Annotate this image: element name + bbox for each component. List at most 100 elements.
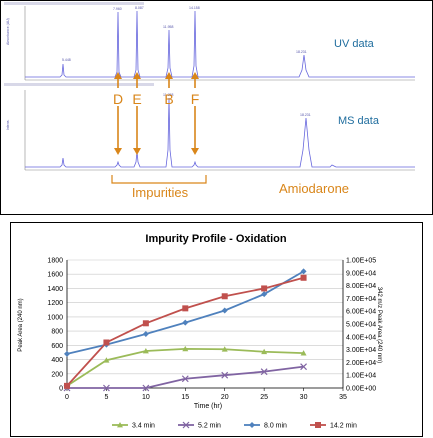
uv-trace	[25, 10, 415, 78]
data-point	[300, 363, 307, 371]
peak-letter-b: B	[164, 91, 173, 107]
y-right-tick-label: 5.00E+04	[346, 322, 376, 329]
y-right-tick-label: 4.00E+04	[346, 334, 376, 341]
axes: 0200400600800100012001400160018000.00E+0…	[47, 258, 376, 402]
ms-peak-label: 18.231	[300, 113, 311, 117]
ms-header-strip	[4, 83, 154, 86]
series-layer	[63, 268, 307, 392]
legend-item: 14.2 min	[310, 422, 357, 430]
impurities-bracket	[111, 175, 207, 184]
data-point	[221, 371, 229, 379]
y-right-tick-label: 7.00E+04	[346, 296, 376, 303]
y-left-tick-label: 0	[59, 386, 63, 393]
y-right-tick-label: 6.00E+04	[346, 309, 376, 316]
series-5-2-min	[63, 363, 307, 392]
data-point	[300, 274, 307, 281]
legend: 3.4 min 5.2 min 8.0 min 14.2 min	[112, 421, 357, 430]
uv-header-strip	[4, 2, 144, 5]
arrowhead-d	[114, 72, 122, 79]
y-right-tick-label: 0.00E+00	[346, 386, 376, 393]
legend-marker	[315, 422, 321, 428]
peak-letter-d: D	[113, 91, 123, 107]
data-point	[261, 348, 268, 355]
uv-data-label: UV data	[334, 38, 375, 50]
data-point	[103, 357, 110, 363]
arrowhead-f	[191, 72, 199, 79]
peak-letter-e: E	[132, 91, 141, 107]
impurity-profile-chart: Impurity Profile - Oxidation 02004006008…	[10, 222, 423, 437]
data-point	[221, 307, 228, 314]
data-point	[221, 293, 228, 300]
data-point	[182, 305, 189, 312]
uv-y-label: Absorbance (AU)	[6, 18, 10, 45]
arrowhead-b	[165, 72, 173, 79]
chart-border	[10, 222, 423, 437]
impurities-label: Impurities	[132, 185, 189, 200]
legend-marker	[182, 421, 190, 429]
data-point	[221, 346, 228, 352]
y-left-tick-label: 1200	[47, 300, 63, 307]
peak-annotations	[114, 72, 199, 155]
data-point	[64, 350, 70, 357]
ms-trace	[25, 97, 415, 168]
y-left-tick-label: 400	[51, 357, 63, 364]
ms-peak-label: 11.958	[163, 93, 173, 97]
data-point	[103, 384, 110, 392]
legend-label: 14.2 min	[330, 423, 357, 430]
peak-letter-f: F	[191, 91, 200, 107]
data-point	[142, 384, 150, 392]
amiodarone-label: Amiodarone	[279, 181, 349, 196]
legend-label: 3.4 min	[132, 423, 155, 430]
y-left-tick-label: 1400	[47, 286, 63, 293]
y-right-tick-label: 1.00E+05	[346, 258, 376, 265]
x-tick-label: 0	[65, 394, 69, 401]
chromatogram-figure: Absorbance (AU) 5.448 7.960 8.087 11.958…	[0, 0, 433, 215]
y-left-tick-label: 1000	[47, 314, 63, 321]
uv-peak-label: 14.158	[189, 6, 200, 10]
ms-data-label: MS data	[338, 115, 380, 127]
legend-marker	[249, 422, 255, 428]
y-left-tick-label: 1800	[47, 258, 63, 265]
uv-peak-label: 5.448	[62, 58, 71, 62]
data-point	[64, 382, 70, 389]
uv-peak-label: 11.958	[163, 25, 173, 29]
arrowhead-f-down	[191, 148, 199, 155]
x-tick-label: 20	[221, 394, 229, 401]
x-tick-label: 35	[339, 394, 347, 401]
y-right-tick-label: 1.00E+04	[346, 373, 376, 380]
series-14-2-min	[64, 274, 307, 389]
x-tick-label: 5	[104, 394, 108, 401]
figure-border	[0, 0, 433, 215]
data-point	[142, 330, 149, 337]
y-right-tick-label: 8.00E+04	[346, 283, 376, 290]
x-axis-label: Time (hr)	[194, 403, 222, 410]
data-point	[182, 319, 189, 326]
uv-peak-label: 8.087	[135, 6, 144, 10]
y-right-tick-label: 2.00E+04	[346, 360, 376, 367]
uv-peak-label: 7.960	[113, 7, 122, 11]
data-point	[182, 345, 189, 352]
y-left-tick-label: 200	[51, 371, 63, 378]
x-tick-label: 10	[142, 394, 150, 401]
x-tick-label: 30	[300, 394, 308, 401]
data-point	[142, 348, 149, 354]
y-axis-right-label: 342 m/z Peak Area (240 nm)	[376, 287, 382, 363]
legend-label: 5.2 min	[198, 423, 221, 430]
arrowhead-e-down	[133, 148, 141, 155]
series-3-4-min	[64, 345, 307, 389]
y-left-tick-label: 800	[51, 329, 63, 336]
x-tick-label: 15	[181, 394, 189, 401]
data-point	[260, 368, 268, 376]
legend-item: 8.0 min	[244, 422, 287, 430]
data-point	[261, 291, 268, 298]
data-point	[142, 320, 149, 327]
y-axis-left-label: Peak Area (240 nm)	[18, 298, 24, 351]
y-left-tick-label: 600	[51, 343, 63, 350]
y-right-tick-label: 3.00E+04	[346, 347, 376, 354]
ms-y-label: Intens.	[6, 119, 10, 130]
y-left-tick-label: 1600	[47, 272, 63, 279]
legend-label: 8.0 min	[264, 423, 287, 430]
y-right-tick-label: 9.00E+04	[346, 270, 376, 277]
data-point	[261, 285, 268, 292]
data-point	[300, 350, 307, 356]
